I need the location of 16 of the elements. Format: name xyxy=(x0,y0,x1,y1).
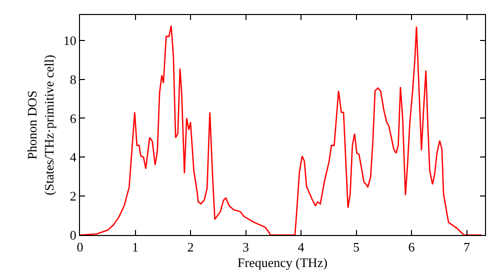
y-tick-label: 6 xyxy=(70,110,77,126)
y-axis-title: Phonon DOS (States/THz·primitive cell) xyxy=(24,54,56,196)
y-tick-label: 4 xyxy=(70,150,77,165)
x-axis-title: Frequency (THz) xyxy=(238,255,328,270)
x-tick-label: 3 xyxy=(242,240,250,255)
y-tick-label: 0 xyxy=(70,228,76,243)
x-tick-label: 7 xyxy=(464,240,471,255)
y-tick-label: 8 xyxy=(70,72,76,87)
x-tick-label: 5 xyxy=(353,240,360,255)
y-tick-label: 2 xyxy=(70,188,76,204)
x-tick-label: 6 xyxy=(408,240,416,255)
x-tick-label: 1 xyxy=(132,240,138,255)
x-tick-label: 2 xyxy=(187,240,194,255)
line-series xyxy=(80,25,482,235)
y-tick-label: 10 xyxy=(63,32,76,48)
x-tick-label: 4 xyxy=(298,240,305,255)
